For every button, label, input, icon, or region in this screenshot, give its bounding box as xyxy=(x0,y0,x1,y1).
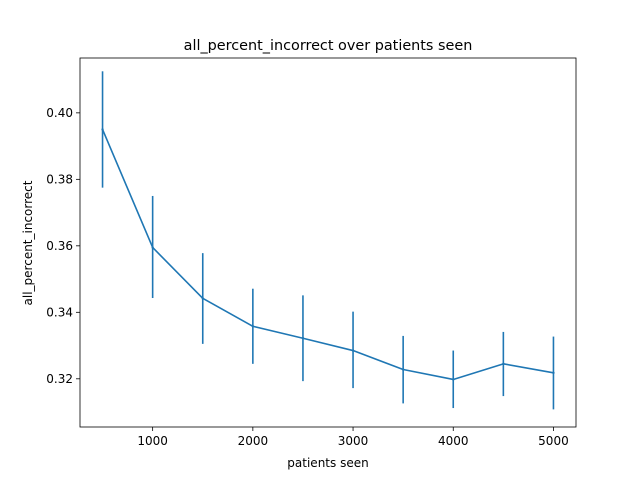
data-point xyxy=(502,362,505,366)
data-point xyxy=(301,337,305,340)
y-tick-label: 0.36 xyxy=(46,239,73,253)
x-tick-label: 1000 xyxy=(137,434,168,448)
y-tick-label: 0.32 xyxy=(46,372,73,386)
series-line xyxy=(101,129,554,381)
data-point xyxy=(351,349,355,352)
y-tick-label: 0.40 xyxy=(46,106,73,120)
x-axis-label: patients seen xyxy=(287,456,368,470)
x-tick-label: 2000 xyxy=(238,434,269,448)
x-tick-label: 3000 xyxy=(338,434,369,448)
y-axis: 0.32 0.34 0.36 0.38 0.40 xyxy=(46,106,80,386)
data-point xyxy=(552,371,555,375)
y-axis-label: all_percent_incorrect xyxy=(21,180,35,305)
y-tick-label: 0.34 xyxy=(46,306,73,320)
data-point xyxy=(251,325,255,328)
plot-area xyxy=(101,71,555,410)
x-tick-label: 5000 xyxy=(538,434,569,448)
data-point xyxy=(401,368,405,371)
data-point xyxy=(452,378,455,381)
data-point xyxy=(151,246,154,249)
x-tick-label: 4000 xyxy=(438,434,469,448)
chart-title: all_percent_incorrect over patients seen xyxy=(184,38,473,54)
data-point xyxy=(101,128,104,131)
axes-frame xyxy=(79,57,577,428)
data-point xyxy=(201,297,204,300)
x-axis: 1000 2000 3000 4000 5000 xyxy=(137,427,569,448)
y-tick-label: 0.38 xyxy=(46,173,73,187)
